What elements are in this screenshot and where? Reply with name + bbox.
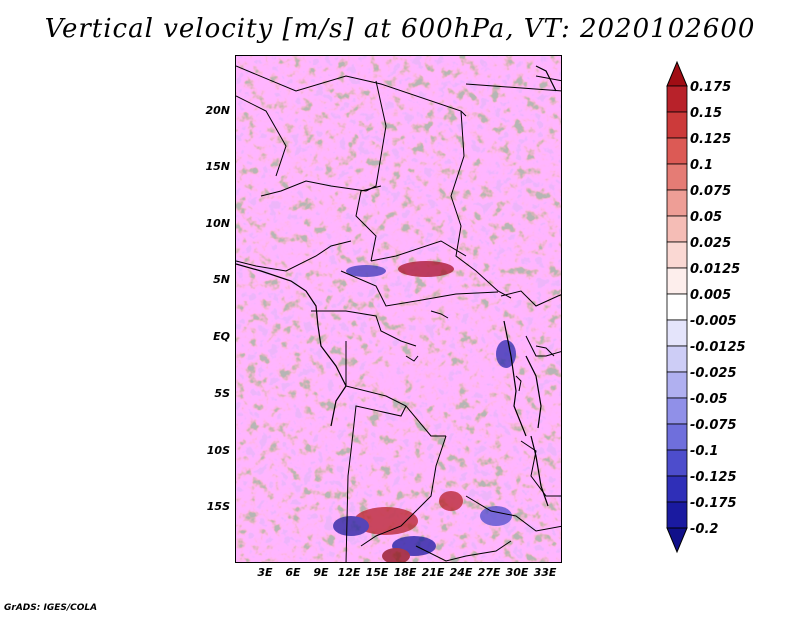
map-panel [235, 55, 562, 563]
colorbar-segment [666, 397, 688, 425]
lon-tick-label: 18E [393, 566, 417, 579]
colorbar-label: 0.0125 [690, 262, 741, 277]
colorbar-label: 0.05 [690, 210, 723, 225]
lon-tick-label: 33E [533, 566, 557, 579]
lon-tick-label: 12E [337, 566, 361, 579]
colorbar-top-arrow [666, 60, 688, 87]
lon-tick-label: 21E [421, 566, 445, 579]
lon-tick-label: 15E [365, 566, 389, 579]
colorbar-segment [666, 423, 688, 451]
lat-tick-label: 15N [205, 160, 230, 173]
lat-tick-label: 10S [206, 444, 230, 457]
lon-tick-label: 3E [257, 566, 273, 579]
colorbar-label: -0.075 [690, 418, 737, 433]
colorbar-segment [666, 371, 688, 399]
colorbar [666, 60, 688, 554]
lat-tick-label: 10N [205, 217, 230, 230]
colorbar-label: 0.025 [690, 236, 732, 251]
colorbar-label: -0.05 [690, 392, 728, 407]
colorbar-segment [666, 449, 688, 477]
lakes [405, 310, 555, 392]
colorbar-label: 0.075 [690, 184, 732, 199]
colorbar-segment [666, 137, 688, 165]
colorbar-segment [666, 163, 688, 191]
colorbar-label: -0.125 [690, 470, 737, 485]
colorbar-segment [666, 189, 688, 217]
coastline [236, 65, 557, 507]
chart-title: Vertical velocity [m/s] at 600hPa, VT: 2… [44, 14, 756, 44]
colorbar-segment [666, 267, 688, 295]
colorbar-label: -0.005 [690, 314, 737, 329]
colorbar-bottom-arrow [666, 527, 688, 554]
colorbar-label: 0.005 [690, 288, 732, 303]
colorbar-label: -0.1 [690, 444, 719, 459]
lat-tick-label: 5N [213, 273, 230, 286]
colorbar-label: 0.1 [690, 158, 714, 173]
colorbar-segment [666, 241, 688, 269]
colorbar-segment [666, 215, 688, 243]
lat-tick-label: 15S [206, 500, 230, 513]
colorbar-segment [666, 345, 688, 373]
colorbar-label: -0.0125 [690, 340, 746, 355]
colorbar-label: 0.175 [690, 80, 732, 95]
colorbar-label: -0.025 [690, 366, 737, 381]
lat-tick-label: EQ [213, 330, 230, 343]
lon-tick-label: 6E [285, 566, 301, 579]
colorbar-segment [666, 293, 688, 321]
footer-credit: GrADS: IGES/COLA [4, 603, 98, 613]
colorbar-segment [666, 111, 688, 139]
lon-tick-label: 9E [313, 566, 329, 579]
lat-tick-label: 5S [214, 387, 230, 400]
lon-tick-label: 24E [449, 566, 473, 579]
vertical-velocity-field [236, 56, 561, 562]
lon-tick-label: 30E [505, 566, 529, 579]
country-borders [236, 65, 561, 562]
colorbar-segment [666, 475, 688, 503]
colorbar-label: -0.2 [690, 522, 719, 537]
colorbar-segment [666, 319, 688, 347]
velocity-field-map [236, 56, 561, 562]
colorbar-label: 0.125 [690, 132, 732, 147]
colorbar-label: -0.175 [690, 496, 737, 511]
colorbar-segment [666, 85, 688, 113]
lat-tick-label: 20N [205, 104, 230, 117]
colorbar-segment [666, 501, 688, 529]
lon-tick-label: 27E [477, 566, 501, 579]
colorbar-label: 0.15 [690, 106, 723, 121]
